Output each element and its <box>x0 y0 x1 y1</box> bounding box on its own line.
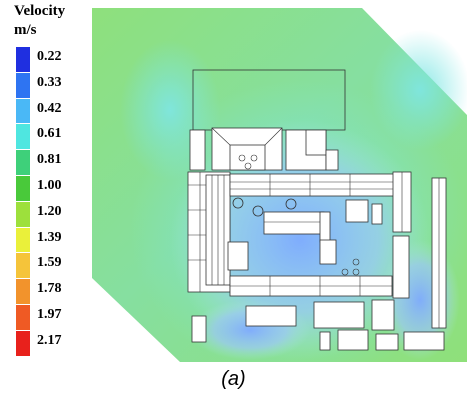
legend-value: 1.00 <box>37 178 62 193</box>
building <box>189 129 206 171</box>
building <box>319 211 331 243</box>
legend-value: 1.59 <box>37 255 62 271</box>
legend-swatch <box>16 150 30 175</box>
legend-swatch <box>16 201 30 227</box>
legend-value: 1.20 <box>37 203 62 219</box>
legend-value: 0.22 <box>37 49 62 64</box>
building-layout <box>187 69 447 351</box>
building <box>371 299 395 331</box>
building <box>375 333 399 351</box>
legend-value: 0.42 <box>37 100 62 116</box>
building <box>345 199 369 223</box>
building <box>319 331 331 351</box>
legend-value: 1.78 <box>37 281 62 297</box>
building <box>313 301 365 329</box>
building <box>392 235 410 299</box>
legend-swatch <box>16 253 30 279</box>
building <box>337 329 369 351</box>
legend-value: 1.97 <box>37 307 62 322</box>
legend-value: 0.61 <box>37 126 62 142</box>
legend-title: Velocity <box>14 3 66 19</box>
legend-value: 0.81 <box>37 152 62 168</box>
legend-value: 0.33 <box>37 74 62 90</box>
velocity-legend: Velocity m/s 0.22 0.33 0.42 0.61 0.81 1.00 1.2… <box>0 0 90 365</box>
building <box>319 239 337 265</box>
figure-caption: (a) <box>221 368 246 390</box>
legend-swatch <box>16 47 30 72</box>
legend-swatch <box>16 330 30 356</box>
velocity-contour-plot <box>92 8 467 362</box>
legend-swatch <box>16 98 30 124</box>
building <box>191 315 207 343</box>
building <box>371 203 383 225</box>
legend-value: 2.17 <box>37 332 62 348</box>
legend-unit: m/s <box>14 22 37 38</box>
legend-swatch <box>16 227 30 253</box>
legend-swatch <box>16 72 30 98</box>
legend-swatch <box>16 305 30 330</box>
legend-swatch <box>16 176 30 201</box>
building-courtyard <box>229 144 266 171</box>
building <box>263 211 325 235</box>
legend-swatch <box>16 124 30 150</box>
legend-swatch <box>16 279 30 304</box>
building <box>245 305 297 327</box>
legend-value: 1.39 <box>37 229 62 245</box>
building <box>229 173 401 197</box>
building <box>325 149 339 171</box>
building <box>227 241 249 271</box>
building <box>403 331 445 351</box>
building <box>305 129 327 156</box>
